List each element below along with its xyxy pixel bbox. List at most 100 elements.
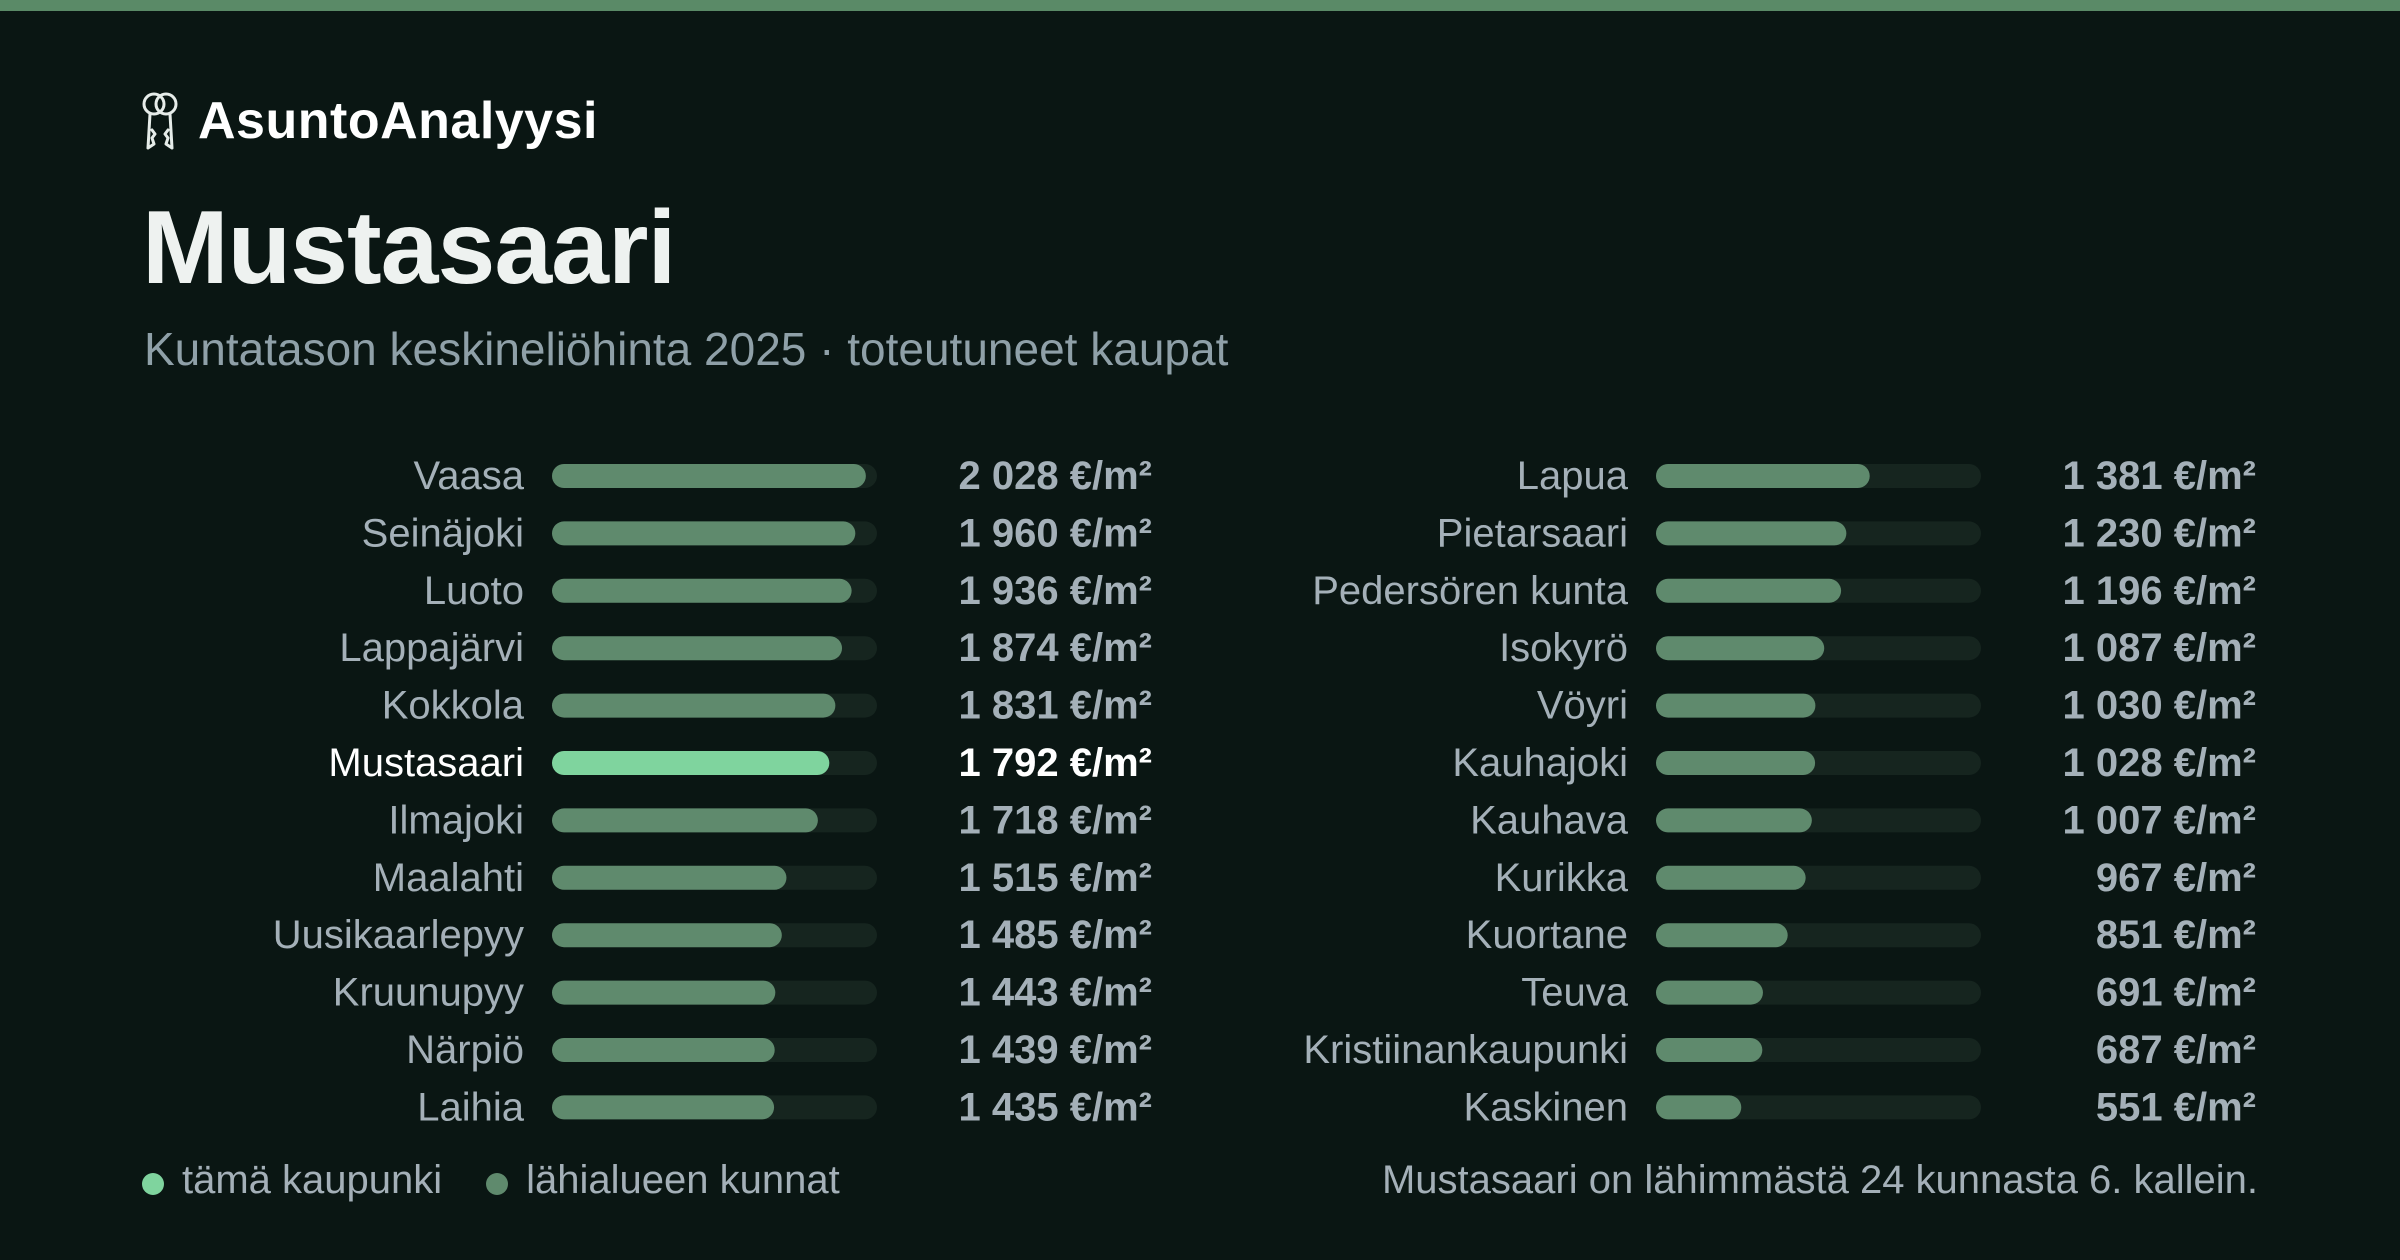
bar-row-kristiinankaupunki: Kristiinankaupunki 687 €/m² — [1303, 1028, 2256, 1072]
category-label-maalahti: Maalahti — [373, 856, 524, 900]
price-chart-right-svg: Lapua 1 381 €/m² Pietarsaari 1 230 €/m² Pede… — [1303, 454, 2256, 1129]
bar-row-teuva: Teuva 691 €/m² — [1521, 971, 2256, 1015]
value-label-kuortane: 851 €/m² — [2096, 913, 2256, 957]
bar-uusikaarlepyy — [552, 923, 782, 948]
bar-row-voyri: Vöyri 1 030 €/m² — [1537, 684, 2256, 728]
value-label-vaasa: 2 028 €/m² — [959, 454, 1152, 498]
bar-row-narpio: Närpiö 1 439 €/m² — [406, 1028, 1152, 1072]
bar-row-kokkola: Kokkola 1 831 €/m² — [382, 684, 1152, 728]
category-label-lappajarvi: Lappajärvi — [339, 626, 524, 670]
category-label-luoto: Luoto — [424, 569, 524, 613]
category-label-kauhajoki: Kauhajoki — [1452, 741, 1628, 785]
category-label-uusikaarlepyy: Uusikaarlepyy — [273, 913, 524, 957]
category-label-kaskinen: Kaskinen — [1463, 1085, 1628, 1129]
keys-icon — [140, 90, 180, 152]
value-label-seinajoki: 1 960 €/m² — [959, 511, 1152, 555]
bar-kauhava — [1656, 808, 1812, 833]
bar-row-uusikaarlepyy: Uusikaarlepyy 1 485 €/m² — [273, 913, 1152, 957]
bar-kruunupyy — [552, 980, 776, 1005]
bar-pietarsaari — [1656, 521, 1847, 546]
bar-teuva — [1656, 980, 1763, 1005]
rank-footnote: Mustasaari on lähimmästä 24 kunnasta 6. … — [1381, 1157, 2258, 1202]
legend-item-this-city: tämä kaupunki — [142, 1158, 442, 1203]
legend-swatch-this-city — [142, 1173, 164, 1195]
bar-row-lapua: Lapua 1 381 €/m² — [1517, 454, 2256, 498]
value-label-uusikaarlepyy: 1 485 €/m² — [959, 913, 1152, 957]
bar-pedersoren-kunta — [1656, 578, 1842, 603]
bar-kurikka — [1656, 865, 1806, 890]
bar-row-pietarsaari: Pietarsaari 1 230 €/m² — [1437, 511, 2256, 555]
value-label-kokkola: 1 831 €/m² — [959, 684, 1152, 728]
bar-row-maalahti: Maalahti 1 515 €/m² — [373, 856, 1152, 900]
category-label-ilmajoki: Ilmajoki — [388, 798, 524, 842]
bar-row-mustasaari: Mustasaari 1 792 €/m² — [328, 741, 1152, 785]
bar-row-luoto: Luoto 1 936 €/m² — [424, 569, 1152, 613]
category-label-kurikka: Kurikka — [1495, 856, 1629, 900]
category-label-kauhava: Kauhava — [1470, 798, 1629, 842]
bar-row-ilmajoki: Ilmajoki 1 718 €/m² — [388, 798, 1152, 842]
bar-kokkola — [552, 693, 836, 718]
value-label-pedersoren-kunta: 1 196 €/m² — [2063, 569, 2256, 613]
category-label-pedersoren-kunta: Pedersören kunta — [1312, 569, 1629, 613]
value-label-maalahti: 1 515 €/m² — [959, 856, 1152, 900]
bar-voyri — [1656, 693, 1816, 718]
value-label-teuva: 691 €/m² — [2096, 971, 2256, 1015]
bar-row-vaasa: Vaasa 2 028 €/m² — [414, 454, 1152, 498]
bar-row-kuortane: Kuortane 851 €/m² — [1466, 913, 2256, 957]
bar-row-isokyro: Isokyrö 1 087 €/m² — [1499, 626, 2256, 670]
bar-kuortane — [1656, 923, 1788, 948]
brand-name: AsuntoAnalyysi — [198, 92, 598, 150]
bar-seinajoki — [552, 521, 856, 546]
price-chart-left-svg: Vaasa 2 028 €/m² Seinäjoki 1 960 €/m² Luoto 1… — [273, 454, 1152, 1129]
brand: AsuntoAnalyysi — [140, 88, 598, 154]
bar-row-kauhava: Kauhava 1 007 €/m² — [1470, 798, 2256, 842]
bar-row-kurikka: Kurikka 967 €/m² — [1495, 856, 2256, 900]
bar-narpio — [552, 1038, 775, 1062]
bar-mustasaari — [552, 751, 830, 775]
bar-row-kaskinen: Kaskinen 551 €/m² — [1463, 1085, 2256, 1129]
bar-kauhajoki — [1656, 751, 1816, 775]
value-label-voyri: 1 030 €/m² — [2063, 684, 2256, 728]
bar-lapua — [1656, 464, 1870, 488]
bar-ilmajoki — [552, 808, 818, 833]
bar-row-kauhajoki: Kauhajoki 1 028 €/m² — [1452, 741, 2256, 785]
category-label-kristiinankaupunki: Kristiinankaupunki — [1303, 1028, 1628, 1072]
value-label-laihia: 1 435 €/m² — [959, 1085, 1152, 1129]
price-chart-right: Lapua 1 381 €/m² Pietarsaari 1 230 €/m² Pede… — [1104, 450, 2256, 1140]
value-label-kauhava: 1 007 €/m² — [2063, 798, 2256, 842]
bar-kaskinen — [1656, 1095, 1742, 1120]
category-label-laihia: Laihia — [417, 1085, 525, 1129]
bar-vaasa — [552, 464, 866, 488]
bar-laihia — [552, 1095, 775, 1120]
category-label-seinajoki: Seinäjoki — [362, 511, 524, 555]
value-label-luoto: 1 936 €/m² — [959, 569, 1152, 613]
value-label-pietarsaari: 1 230 €/m² — [2063, 511, 2256, 555]
category-label-pietarsaari: Pietarsaari — [1437, 511, 1628, 555]
bar-maalahti — [552, 865, 787, 890]
bar-isokyro — [1656, 636, 1825, 661]
value-label-lapua: 1 381 €/m² — [2063, 454, 2256, 498]
accent-stripe — [0, 0, 2400, 11]
category-label-kruunupyy: Kruunupyy — [333, 971, 524, 1015]
bar-kristiinankaupunki — [1656, 1038, 1763, 1062]
bar-row-laihia: Laihia 1 435 €/m² — [417, 1085, 1152, 1129]
category-label-mustasaari: Mustasaari — [328, 741, 524, 785]
price-chart-left: Vaasa 2 028 €/m² Seinäjoki 1 960 €/m² Luoto 1… — [0, 450, 1152, 1140]
category-label-vaasa: Vaasa — [414, 454, 525, 498]
category-label-isokyro: Isokyrö — [1499, 626, 1628, 670]
value-label-kauhajoki: 1 028 €/m² — [2063, 741, 2256, 785]
legend-item-nearby: lähialueen kunnat — [486, 1158, 840, 1203]
value-label-kristiinankaupunki: 687 €/m² — [2096, 1028, 2256, 1072]
value-label-narpio: 1 439 €/m² — [959, 1028, 1152, 1072]
legend-swatch-nearby — [486, 1173, 509, 1195]
value-label-ilmajoki: 1 718 €/m² — [959, 798, 1152, 842]
value-label-mustasaari: 1 792 €/m² — [959, 741, 1152, 785]
category-label-teuva: Teuva — [1521, 971, 1628, 1015]
chart-legend: tämä kaupunki lähialueen kunnat — [142, 1150, 884, 1210]
bar-luoto — [552, 578, 852, 603]
category-label-lapua: Lapua — [1517, 454, 1629, 498]
page-title: Mustasaari — [142, 190, 676, 306]
value-label-kurikka: 967 €/m² — [2096, 856, 2256, 900]
legend-label-nearby: lähialueen kunnat — [526, 1157, 840, 1202]
bar-row-seinajoki: Seinäjoki 1 960 €/m² — [362, 511, 1152, 555]
